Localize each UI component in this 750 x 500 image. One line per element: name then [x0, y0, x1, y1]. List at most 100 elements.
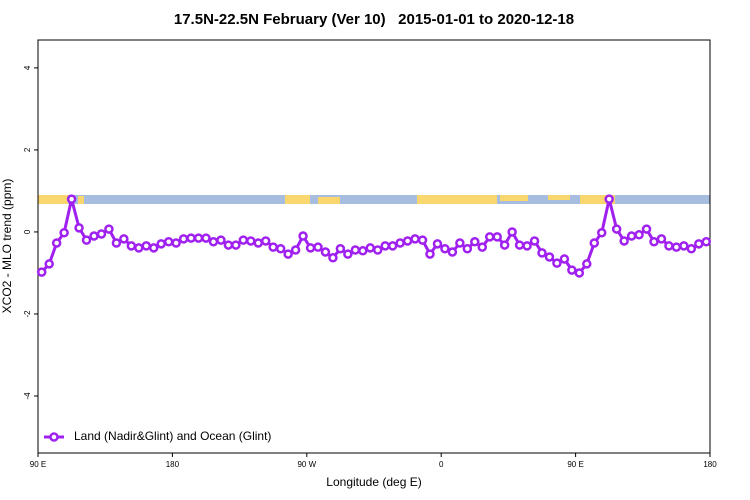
point [328, 253, 338, 263]
point [626, 231, 637, 241]
point [694, 239, 704, 249]
x-tick-label: 0 [439, 460, 444, 469]
map-strip [38, 195, 710, 204]
point [59, 228, 69, 238]
point [320, 247, 331, 257]
point [462, 244, 473, 254]
x-tick-label: 180 [703, 460, 717, 469]
point [380, 241, 390, 251]
point [499, 240, 510, 250]
chart-title: 17.5N-22.5N February (Ver 10) 2015-01-01… [174, 11, 574, 28]
point [514, 240, 525, 250]
y-tick-label: -4 [23, 392, 32, 400]
point [163, 237, 174, 247]
point [649, 237, 659, 247]
point [283, 249, 293, 259]
point [529, 236, 540, 246]
point [44, 259, 54, 269]
x-tick-label: 180 [166, 460, 180, 469]
y-tick-label: 0 [23, 229, 32, 234]
point [350, 245, 361, 255]
point [290, 245, 301, 255]
point [148, 243, 159, 253]
point [671, 242, 682, 252]
point [425, 249, 435, 259]
point [89, 231, 99, 241]
point [193, 233, 204, 243]
point [447, 247, 458, 257]
point [231, 240, 241, 250]
point [701, 237, 712, 247]
point [365, 243, 376, 253]
y-tick-label: -2 [23, 310, 32, 318]
y-tick-label: 2 [23, 147, 32, 152]
point [552, 258, 562, 268]
point [343, 249, 353, 259]
point [66, 194, 77, 204]
point [679, 241, 689, 251]
point [372, 245, 383, 255]
point [216, 235, 226, 245]
point [656, 234, 667, 244]
point [611, 224, 622, 234]
point [470, 237, 480, 247]
point [664, 241, 674, 251]
point [223, 240, 234, 250]
point [275, 244, 286, 254]
point [484, 232, 495, 242]
point [260, 236, 271, 246]
point [246, 236, 256, 246]
point [596, 228, 607, 238]
point [432, 239, 443, 249]
point [507, 227, 517, 237]
point [567, 265, 577, 275]
point [81, 235, 92, 245]
point [395, 238, 405, 248]
point [440, 244, 450, 254]
point [186, 233, 196, 243]
point [335, 244, 346, 254]
x-axis-title: Longitude (deg E) [326, 475, 421, 489]
point [134, 243, 144, 253]
x-tick-label: 90 E [567, 460, 583, 469]
point [544, 252, 555, 262]
point [201, 233, 211, 243]
x-tick-label: 90 E [30, 460, 46, 469]
plot-frame [37, 39, 711, 454]
point [178, 234, 189, 244]
point [582, 259, 592, 269]
point [574, 268, 585, 278]
point [619, 236, 629, 246]
point [455, 238, 465, 248]
point [36, 267, 47, 277]
x-tick-label: 90 W [297, 460, 316, 469]
point [634, 230, 644, 240]
point [74, 223, 84, 233]
point [104, 224, 114, 234]
y-axis-title: XCO2 - MLO trend (ppm) [0, 179, 14, 314]
point [589, 238, 600, 248]
point [410, 234, 420, 244]
point [253, 238, 264, 248]
point [477, 242, 488, 252]
point [313, 242, 323, 252]
point [51, 238, 62, 248]
legend-marker [49, 432, 59, 442]
point [298, 231, 308, 241]
point [126, 241, 137, 251]
series-line [40, 198, 707, 275]
point [641, 224, 652, 234]
point [96, 229, 107, 239]
point [141, 241, 152, 251]
point [522, 241, 532, 251]
point [111, 238, 122, 248]
legend-label: Land (Nadir&Glint) and Ocean (Glint) [74, 429, 271, 443]
point [537, 248, 547, 258]
point [559, 254, 570, 264]
point [686, 244, 697, 254]
point [387, 241, 398, 251]
point [402, 236, 413, 246]
point [156, 239, 166, 249]
